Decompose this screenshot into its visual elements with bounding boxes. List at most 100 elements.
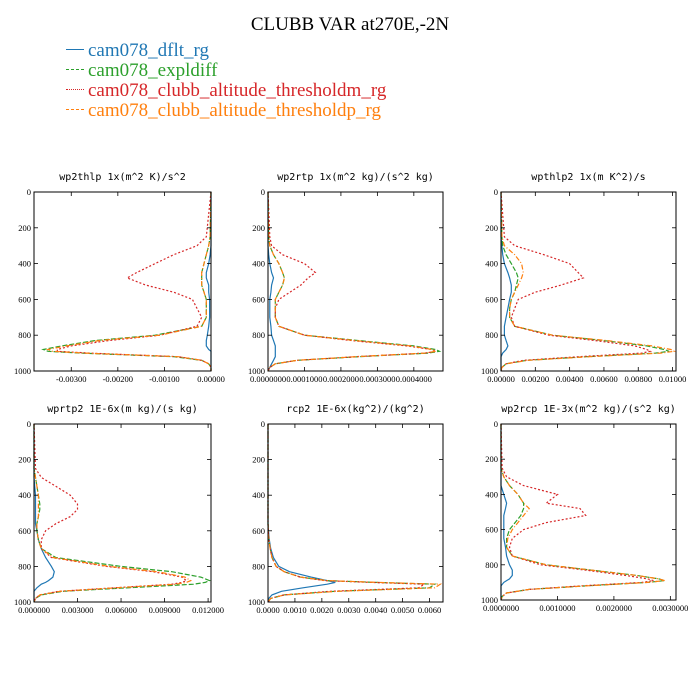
series-line bbox=[500, 191, 653, 372]
x-tick-label: 0.000000 bbox=[18, 605, 50, 615]
plot-title: wp2rcp 1E-3x(m^2 kg)/(s^2 kg) bbox=[501, 404, 676, 415]
x-tick-label: 0.00000 bbox=[197, 374, 225, 384]
y-tick-label: 400 bbox=[252, 259, 265, 269]
y-tick-label: 200 bbox=[18, 455, 31, 465]
series-line bbox=[267, 191, 438, 372]
series-line bbox=[33, 424, 212, 603]
y-tick-label: 600 bbox=[18, 294, 31, 304]
y-tick-label: 600 bbox=[252, 526, 265, 536]
y-tick-label: 400 bbox=[485, 489, 498, 499]
y-tick-label: 1000 bbox=[248, 597, 265, 607]
y-tick-label: 0 bbox=[494, 187, 498, 197]
y-tick-label: 1000 bbox=[248, 366, 265, 376]
x-tick-label: 0.0020000 bbox=[596, 603, 632, 613]
x-tick-label: 0.00000 bbox=[487, 374, 515, 384]
series-line bbox=[205, 192, 212, 371]
plot-frame bbox=[267, 423, 444, 603]
series-line bbox=[267, 424, 437, 603]
y-tick-label: 600 bbox=[485, 294, 498, 304]
y-tick-label: 0 bbox=[261, 187, 265, 197]
x-tick-label: 0.0000000 bbox=[483, 603, 519, 613]
legend-label: cam078_clubb_altitude_thresholdm_rg bbox=[88, 80, 387, 101]
series-line bbox=[267, 191, 438, 372]
y-tick-label: 800 bbox=[485, 330, 498, 340]
y-tick-label: 600 bbox=[252, 294, 265, 304]
series-line bbox=[56, 191, 212, 371]
x-tick-label: 0.0010000 bbox=[539, 603, 575, 613]
x-tick-label: -0.00100 bbox=[149, 374, 179, 384]
page-title: CLUBB VAR at270E,-2N bbox=[250, 14, 450, 35]
y-tick-label: 200 bbox=[485, 223, 498, 233]
legend-label: cam078_dflt_rg bbox=[88, 40, 210, 61]
x-tick-label: -0.00200 bbox=[103, 374, 133, 384]
x-tick-label: 0.012000 bbox=[192, 605, 224, 615]
x-tick-label: 0.0003000 bbox=[359, 374, 395, 384]
legend-label: cam078_expldiff bbox=[88, 60, 218, 81]
x-tick-label: 0.0060 bbox=[418, 605, 441, 615]
y-tick-label: 0 bbox=[27, 187, 31, 197]
plot-frame bbox=[33, 191, 212, 372]
plot-frame bbox=[33, 423, 212, 603]
y-tick-label: 200 bbox=[252, 455, 265, 465]
plot-frame bbox=[500, 191, 677, 372]
y-tick-label: 800 bbox=[252, 561, 265, 571]
y-tick-label: 0 bbox=[494, 419, 498, 429]
y-tick-label: 0 bbox=[27, 419, 31, 429]
y-tick-label: 600 bbox=[18, 526, 31, 536]
x-tick-label: 0.00200 bbox=[522, 374, 550, 384]
series-line bbox=[500, 192, 512, 371]
x-tick-label: 0.0010 bbox=[283, 605, 306, 615]
series-line bbox=[45, 191, 212, 371]
x-tick-label: 0.00400 bbox=[556, 374, 584, 384]
x-tick-label: 0.0040 bbox=[364, 605, 387, 615]
x-tick-label: 0.006000 bbox=[105, 605, 137, 615]
y-tick-label: 800 bbox=[18, 561, 31, 571]
legend-item-expldiff: cam078_expldiff bbox=[66, 60, 217, 82]
x-tick-label: 0.00600 bbox=[590, 374, 618, 384]
series-line bbox=[267, 424, 443, 603]
y-tick-label: 1000 bbox=[14, 366, 31, 376]
y-tick-label: 400 bbox=[18, 490, 31, 500]
series-line bbox=[500, 423, 654, 601]
x-tick-label: 0.0001000 bbox=[286, 374, 322, 384]
series-line bbox=[33, 424, 193, 603]
series-line bbox=[500, 424, 665, 601]
series-line bbox=[41, 191, 212, 371]
legend-item-thresholdm: cam078_clubb_altitude_thresholdm_rg bbox=[66, 80, 386, 102]
x-tick-label: 0.01000 bbox=[659, 374, 687, 384]
y-tick-label: 800 bbox=[252, 330, 265, 340]
y-tick-label: 1000 bbox=[481, 595, 498, 605]
legend-swatch-solid-line bbox=[66, 49, 84, 51]
x-tick-label: 0.0002000 bbox=[323, 374, 359, 384]
legend-swatch-dotted-line bbox=[66, 89, 84, 91]
series-line bbox=[267, 424, 336, 603]
series-line bbox=[500, 424, 513, 600]
x-tick-label: 0.009000 bbox=[149, 605, 181, 615]
legend-item-dflt: cam078_dflt_rg bbox=[66, 40, 209, 62]
series-line bbox=[267, 192, 276, 372]
y-tick-label: 200 bbox=[485, 454, 498, 464]
y-tick-label: 800 bbox=[485, 560, 498, 570]
x-tick-label: 0.0004000 bbox=[396, 374, 432, 384]
plot-title: wp2thlp 1x(m^2 K)/s^2 bbox=[59, 172, 185, 183]
x-tick-label: 0.0000 bbox=[256, 605, 279, 615]
x-tick-label: 0.0030000 bbox=[652, 603, 688, 613]
plot-title: wprtp2 1E-6x(m kg)/(s kg) bbox=[47, 404, 198, 415]
plot-title: wpthlp2 1x(m K^2)/s bbox=[531, 172, 645, 183]
y-tick-label: 200 bbox=[252, 223, 265, 233]
series-line bbox=[267, 191, 442, 372]
x-tick-label: 0.003000 bbox=[62, 605, 94, 615]
plot-frame bbox=[500, 423, 677, 601]
legend-label: cam078_clubb_altitude_thresholdp_rg bbox=[88, 100, 382, 121]
x-tick-label: 0.0020 bbox=[310, 605, 333, 615]
legend-swatch-dashed-line bbox=[66, 69, 84, 71]
y-tick-label: 1000 bbox=[14, 597, 31, 607]
legend-item-thresholdp: cam078_clubb_altitude_thresholdp_rg bbox=[66, 100, 381, 122]
y-tick-label: 1000 bbox=[481, 366, 498, 376]
y-tick-label: 600 bbox=[485, 525, 498, 535]
x-tick-label: 0.00800 bbox=[624, 374, 652, 384]
x-tick-label: 0.0000000 bbox=[250, 374, 286, 384]
legend-swatch-dashdot-line bbox=[66, 109, 84, 111]
series-line bbox=[33, 423, 188, 603]
